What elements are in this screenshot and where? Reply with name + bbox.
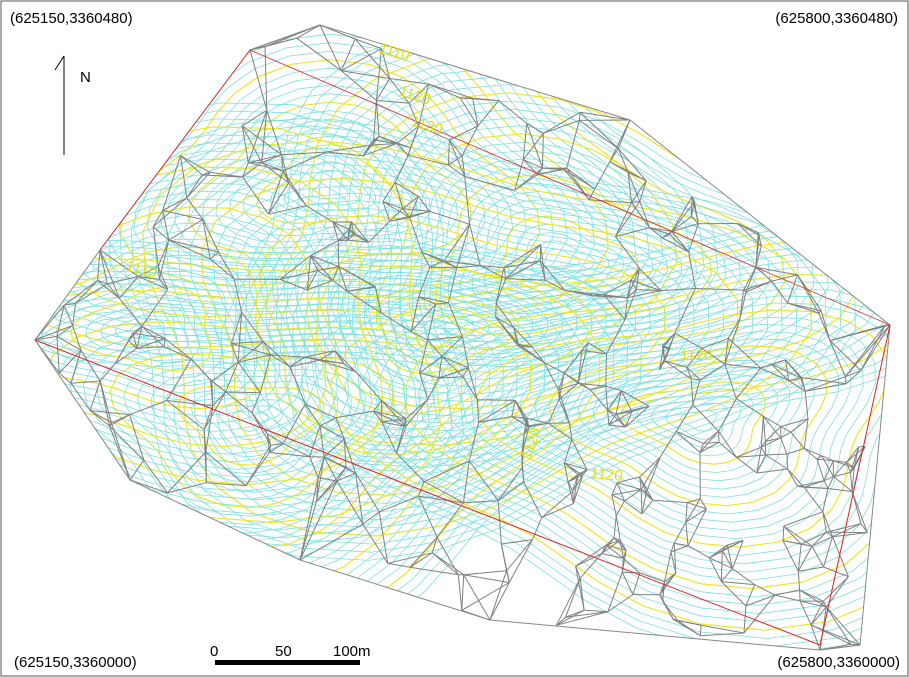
tin-edge bbox=[787, 454, 788, 469]
tin-edge bbox=[559, 390, 560, 399]
scale-label: 0 bbox=[210, 643, 218, 660]
tin-edge bbox=[430, 267, 457, 268]
tin-edge bbox=[477, 400, 515, 401]
scale-label: 50 bbox=[275, 643, 292, 660]
tin-edge bbox=[496, 304, 497, 318]
tin-edge bbox=[800, 590, 801, 601]
corner-label: (625800,3360000) bbox=[777, 654, 900, 671]
tin-edge bbox=[338, 241, 339, 267]
scale-bar-rect bbox=[215, 660, 360, 665]
tin-edge bbox=[783, 526, 784, 541]
north-label: N bbox=[80, 69, 91, 86]
scale-label: 100m bbox=[333, 643, 371, 660]
map: (625150,3360480) (625800,3360480) (62515… bbox=[0, 0, 909, 677]
contour-label: 1120 bbox=[590, 465, 624, 485]
corner-label: (625150,3360000) bbox=[14, 654, 137, 671]
corner-label: (625150,3360480) bbox=[10, 10, 133, 27]
tin-edge bbox=[700, 625, 701, 635]
contour-label: 1120 bbox=[680, 347, 712, 364]
tin-edge bbox=[606, 354, 607, 386]
corner-label: (625800,3360480) bbox=[775, 10, 898, 27]
tin-edge bbox=[827, 532, 868, 533]
tin-edge bbox=[641, 490, 642, 514]
